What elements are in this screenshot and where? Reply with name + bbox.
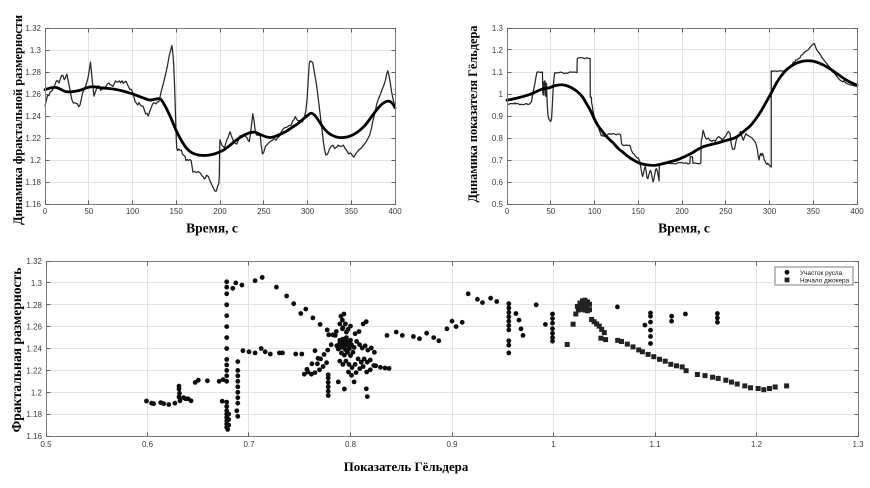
svg-text:250: 250 [257, 207, 271, 216]
svg-text:Показатель Гёльдера: Показатель Гёльдера [344, 460, 469, 474]
svg-text:0.8: 0.8 [345, 440, 357, 449]
svg-text:350: 350 [345, 207, 359, 216]
svg-text:1.26: 1.26 [25, 90, 41, 99]
svg-text:1.3: 1.3 [492, 24, 504, 33]
svg-text:400: 400 [388, 207, 402, 216]
svg-text:0.6: 0.6 [492, 178, 504, 187]
svg-text:1.22: 1.22 [26, 366, 42, 375]
svg-text:100: 100 [588, 207, 602, 216]
svg-text:Фрактальная размерность: Фрактальная размерность [9, 268, 24, 433]
svg-text:1.3: 1.3 [852, 440, 864, 449]
svg-text:300: 300 [301, 207, 315, 216]
svg-text:1.3: 1.3 [31, 279, 43, 288]
svg-text:200: 200 [213, 207, 227, 216]
svg-text:50: 50 [84, 207, 93, 216]
svg-text:Участок русла: Участок русла [800, 270, 843, 277]
svg-text:1.26: 1.26 [26, 323, 42, 332]
svg-text:350: 350 [807, 207, 821, 216]
svg-text:1.2: 1.2 [30, 156, 42, 165]
svg-text:1.18: 1.18 [25, 178, 41, 187]
svg-text:1.24: 1.24 [25, 112, 41, 121]
svg-text:0.7: 0.7 [492, 156, 504, 165]
svg-text:1.32: 1.32 [25, 24, 41, 33]
svg-text:1.2: 1.2 [492, 46, 504, 55]
svg-text:0: 0 [505, 207, 510, 216]
svg-text:1.18: 1.18 [26, 410, 42, 419]
svg-text:0.7: 0.7 [243, 440, 255, 449]
svg-text:1: 1 [499, 90, 504, 99]
svg-text:Время, с: Время, с [186, 221, 238, 236]
svg-text:250: 250 [719, 207, 733, 216]
svg-text:1.16: 1.16 [26, 432, 42, 441]
svg-text:150: 150 [170, 207, 184, 216]
svg-text:1.32: 1.32 [26, 257, 42, 266]
svg-text:1.16: 1.16 [25, 200, 41, 209]
svg-text:1.24: 1.24 [26, 345, 42, 354]
svg-text:1.28: 1.28 [25, 68, 41, 77]
svg-text:1.28: 1.28 [26, 301, 42, 310]
svg-text:Время, с: Время, с [658, 221, 710, 236]
svg-text:1: 1 [551, 440, 556, 449]
svg-text:1.1: 1.1 [649, 440, 661, 449]
svg-text:0.9: 0.9 [446, 440, 458, 449]
svg-text:400: 400 [850, 207, 864, 216]
svg-text:300: 300 [763, 207, 777, 216]
svg-text:1.2: 1.2 [31, 388, 43, 397]
svg-text:0.6: 0.6 [142, 440, 154, 449]
svg-text:Динамика фрактальной размернос: Динамика фрактальной размерности [11, 15, 25, 225]
svg-text:100: 100 [126, 207, 140, 216]
svg-text:0.5: 0.5 [40, 440, 52, 449]
svg-text:1.22: 1.22 [25, 134, 41, 143]
svg-text:0.8: 0.8 [492, 134, 504, 143]
svg-text:1.1: 1.1 [492, 68, 504, 77]
svg-text:Начало джокера: Начало джокера [800, 277, 850, 284]
svg-text:0.9: 0.9 [492, 112, 504, 121]
svg-text:0: 0 [43, 207, 48, 216]
svg-text:0.5: 0.5 [492, 200, 504, 209]
svg-text:Динамика показателя Гёльдера: Динамика показателя Гёльдера [466, 26, 480, 203]
svg-text:150: 150 [632, 207, 646, 216]
svg-text:200: 200 [675, 207, 689, 216]
svg-text:50: 50 [546, 207, 555, 216]
svg-text:1.2: 1.2 [751, 440, 763, 449]
svg-text:1.3: 1.3 [30, 46, 42, 55]
